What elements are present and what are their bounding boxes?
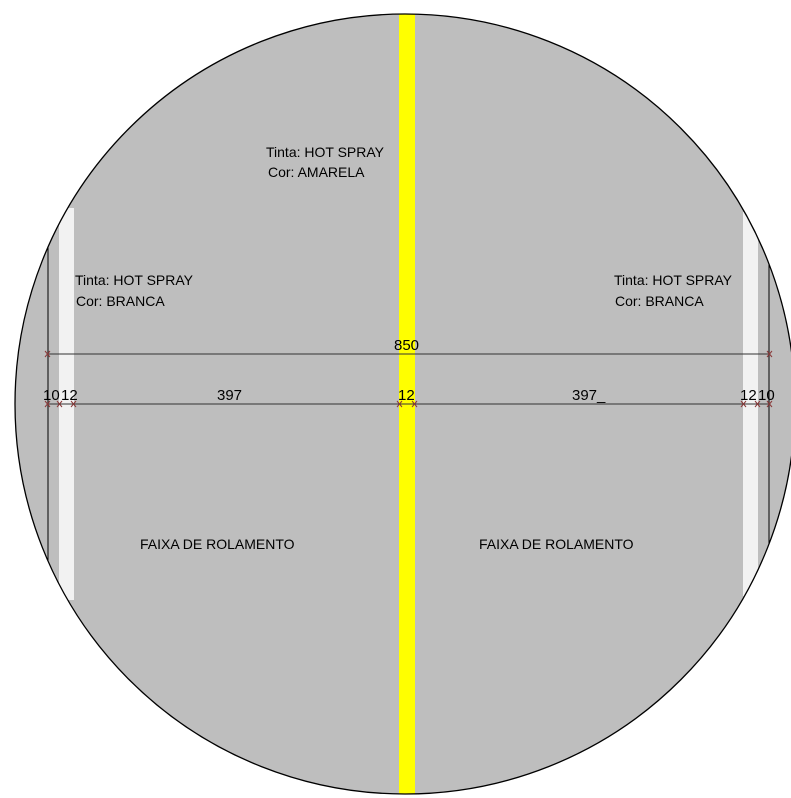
left-lane-label: FAIXA DE ROLAMENTO	[140, 536, 295, 552]
right-lane-label: FAIXA DE ROLAMENTO	[479, 536, 634, 552]
right-edge-line-dimension: 12	[740, 387, 757, 404]
left-edge-color-note: Cor: BRANCA	[76, 293, 165, 309]
right-lane-dimension: 397_	[572, 387, 606, 404]
tick-mark	[396, 400, 403, 408]
tick-mark	[56, 400, 63, 408]
center-line-dimension: 12	[398, 387, 415, 404]
right-edge-paint-note: Tinta: HOT SPRAY	[614, 272, 733, 288]
left-shoulder-dimension: 10	[43, 387, 60, 404]
left-lane-dimension: 397	[217, 387, 242, 404]
tick-mark	[740, 400, 747, 408]
dimension-ticks	[44, 350, 773, 408]
right-shoulder-dimension: 10	[758, 387, 775, 404]
right-edge-color-note: Cor: BRANCA	[615, 293, 704, 309]
left-edge-paint-note: Tinta: HOT SPRAY	[75, 272, 194, 288]
tick-mark	[44, 350, 51, 358]
center-line-color-note: Cor: AMARELA	[268, 164, 365, 180]
tick-mark	[766, 400, 773, 408]
left-edge-line-dimension: 12	[61, 387, 78, 404]
tick-mark	[754, 400, 761, 408]
tick-mark	[70, 400, 77, 408]
total-width-dimension: 850	[394, 337, 419, 354]
tick-mark	[44, 400, 51, 408]
center-line-paint-note: Tinta: HOT SPRAY	[266, 144, 385, 160]
detail-circle-outline	[14, 13, 791, 795]
tick-mark	[411, 400, 418, 408]
tick-mark	[766, 350, 773, 358]
